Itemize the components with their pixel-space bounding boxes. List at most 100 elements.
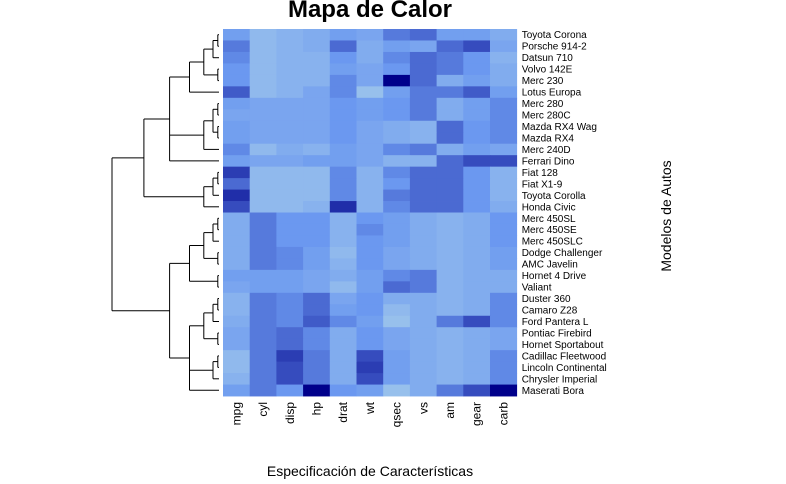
heatmap-cell bbox=[383, 143, 411, 156]
heatmap-cell bbox=[463, 109, 491, 122]
heatmap-cell bbox=[329, 223, 357, 236]
heatmap-cell bbox=[436, 235, 464, 248]
heatmap-cell bbox=[463, 281, 491, 294]
heatmap-cell bbox=[249, 201, 277, 213]
heatmap-cell bbox=[409, 246, 437, 259]
heatmap-cell bbox=[383, 327, 411, 340]
heatmap-cell bbox=[490, 155, 518, 168]
heatmap-cell bbox=[276, 166, 304, 179]
heatmap-cell bbox=[249, 223, 277, 236]
x-axis-label: Especificación de Características bbox=[267, 463, 473, 479]
heatmap-cell bbox=[276, 373, 304, 385]
heatmap-cell bbox=[303, 373, 331, 385]
heatmap-cell bbox=[383, 74, 411, 87]
heatmap-cell bbox=[303, 269, 331, 282]
heatmap-cell bbox=[249, 281, 277, 294]
heatmap-cell bbox=[249, 269, 277, 282]
heatmap-cell bbox=[436, 120, 464, 133]
heatmap-cell bbox=[490, 29, 518, 41]
heatmap-cell bbox=[276, 143, 304, 156]
heatmap-cell bbox=[436, 350, 464, 363]
heatmap-cell bbox=[436, 269, 464, 282]
heatmap-cell bbox=[356, 166, 384, 179]
heatmap-cell bbox=[436, 223, 464, 236]
heatmap-cell bbox=[223, 269, 251, 282]
heatmap-cell bbox=[329, 109, 357, 122]
heatmap-cell bbox=[463, 212, 491, 225]
heatmap-cell bbox=[383, 189, 411, 202]
heatmap-cell bbox=[356, 178, 384, 190]
heatmap-cell bbox=[490, 235, 518, 248]
heatmap-cell bbox=[223, 74, 251, 87]
heatmap-cell bbox=[249, 338, 277, 351]
row-label: Merc 240D bbox=[522, 145, 571, 156]
heatmap-cell bbox=[490, 304, 518, 317]
heatmap-cell bbox=[463, 338, 491, 351]
row-label: Ferrari Dino bbox=[522, 156, 575, 167]
row-label: Dodge Challenger bbox=[522, 248, 603, 259]
heatmap-cell bbox=[276, 120, 304, 133]
y-axis-label: Modelos de Autos bbox=[658, 160, 674, 271]
heatmap-cell bbox=[276, 350, 304, 363]
heatmap-cell bbox=[356, 373, 384, 385]
heatmap-cell bbox=[223, 109, 251, 122]
heatmap-cell bbox=[329, 178, 357, 190]
column-label: vs bbox=[416, 402, 430, 414]
heatmap-cell bbox=[223, 246, 251, 259]
heatmap-cell bbox=[329, 258, 357, 271]
heatmap-cell bbox=[356, 292, 384, 305]
heatmap-cell bbox=[409, 350, 437, 363]
heatmap-cell bbox=[436, 63, 464, 76]
heatmap-cell bbox=[249, 166, 277, 179]
heatmap-cell bbox=[303, 315, 331, 328]
heatmap-cell bbox=[303, 258, 331, 271]
heatmap-cell bbox=[303, 223, 331, 236]
heatmap-cell bbox=[436, 86, 464, 99]
heatmap-cell bbox=[303, 201, 331, 213]
heatmap-cell bbox=[409, 223, 437, 236]
column-label: am bbox=[443, 402, 457, 419]
heatmap-cell bbox=[356, 132, 384, 145]
heatmap-cell bbox=[276, 281, 304, 294]
heatmap-cell bbox=[383, 29, 411, 41]
heatmap-cell bbox=[490, 166, 518, 179]
heatmap-cell bbox=[356, 223, 384, 236]
heatmap-cell bbox=[463, 235, 491, 248]
heatmap-cell bbox=[329, 384, 357, 397]
heatmap-cell bbox=[490, 212, 518, 225]
heatmap-cell bbox=[276, 292, 304, 305]
heatmap-cell bbox=[249, 132, 277, 145]
heatmap-cell bbox=[329, 350, 357, 363]
heatmap-cell bbox=[356, 155, 384, 168]
heatmap-cell bbox=[409, 304, 437, 317]
heatmap-cell bbox=[383, 166, 411, 179]
heatmap-cell bbox=[463, 327, 491, 340]
heatmap-cell bbox=[356, 315, 384, 328]
heatmap-cell bbox=[383, 281, 411, 294]
heatmap-cell bbox=[276, 74, 304, 87]
heatmap-cell bbox=[383, 269, 411, 282]
row-label: Cadillac Fleetwood bbox=[522, 351, 607, 362]
heatmap-cell bbox=[276, 132, 304, 145]
row-label: Fiat X1-9 bbox=[522, 179, 563, 190]
heatmap-cell bbox=[329, 338, 357, 351]
heatmap-cell bbox=[409, 51, 437, 64]
heatmap-cell bbox=[436, 132, 464, 145]
heatmap-cell bbox=[409, 120, 437, 133]
heatmap-cell bbox=[383, 109, 411, 122]
column-label: gear bbox=[470, 402, 484, 426]
heatmap-cell bbox=[223, 258, 251, 271]
heatmap-cell bbox=[223, 40, 251, 53]
heatmap-cell bbox=[249, 74, 277, 87]
heatmap-cell bbox=[409, 189, 437, 202]
heatmap-cell bbox=[303, 109, 331, 122]
row-label: Mazda RX4 bbox=[522, 133, 575, 144]
heatmap-cell bbox=[223, 361, 251, 374]
heatmap-cell bbox=[249, 109, 277, 122]
heatmap-cell bbox=[409, 86, 437, 99]
heatmap-cell bbox=[436, 304, 464, 317]
heatmap-cell bbox=[436, 51, 464, 64]
heatmap-cell bbox=[409, 63, 437, 76]
heatmap-cell bbox=[223, 201, 251, 213]
heatmap-cell bbox=[249, 120, 277, 133]
